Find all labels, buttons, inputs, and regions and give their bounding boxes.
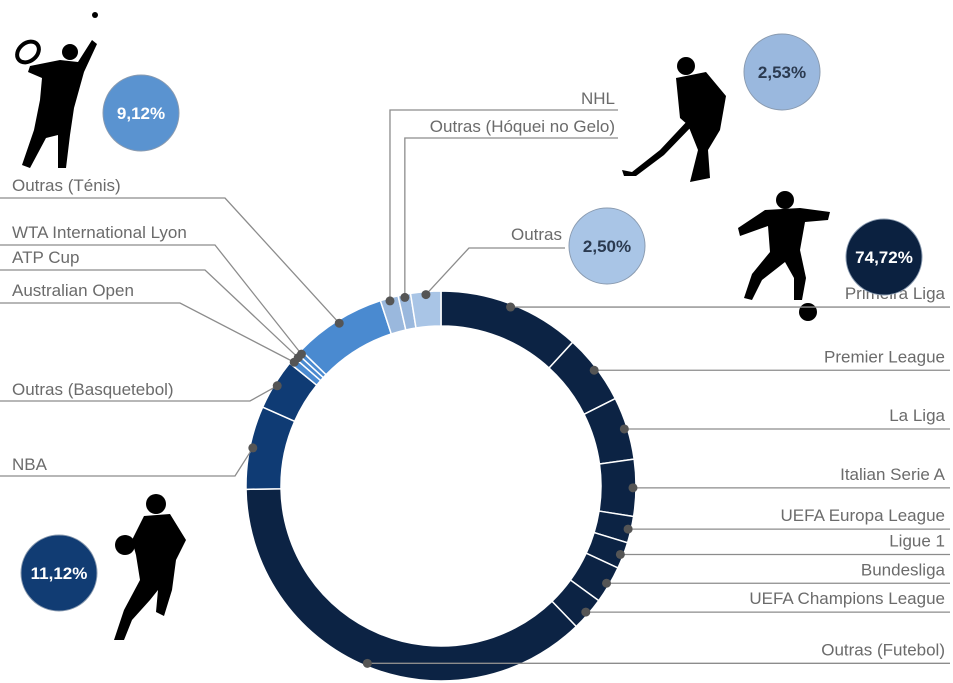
leader-dot bbox=[421, 290, 431, 300]
leader-dot bbox=[623, 524, 633, 534]
group-percent: 74,72% bbox=[855, 248, 913, 267]
football-player bbox=[738, 208, 830, 300]
slice-label: Outras (Ténis) bbox=[12, 176, 121, 195]
slice-label: Outras (Futebol) bbox=[821, 640, 945, 659]
head bbox=[62, 44, 78, 60]
group-percent: 11,12% bbox=[31, 564, 88, 583]
slice-label: Ligue 1 bbox=[889, 531, 945, 550]
leader-dot bbox=[581, 607, 591, 617]
group-percent: 2,50% bbox=[583, 237, 631, 256]
leader-line bbox=[425, 247, 565, 296]
leader-line bbox=[0, 197, 340, 324]
slice bbox=[245, 487, 578, 682]
group-badge bbox=[568, 207, 646, 285]
head bbox=[776, 191, 794, 209]
ball bbox=[799, 303, 817, 321]
leader-dot bbox=[400, 292, 410, 302]
slice-label: Australian Open bbox=[12, 281, 134, 300]
group-percent: 9,12% bbox=[117, 104, 165, 123]
slice-label: WTA International Lyon bbox=[12, 223, 187, 242]
leader-dot bbox=[619, 424, 629, 434]
leader-dot bbox=[248, 443, 258, 453]
slice-label: ATP Cup bbox=[12, 248, 79, 267]
leader-dot bbox=[272, 381, 282, 391]
slice-label: Outras (Hóquei no Gelo) bbox=[430, 117, 615, 136]
slice-label: La Liga bbox=[889, 406, 945, 425]
leader-line bbox=[404, 137, 618, 298]
tennis-player bbox=[22, 40, 97, 168]
slice-label: UEFA Europa League bbox=[781, 506, 945, 525]
silhouettes bbox=[15, 12, 830, 640]
leader-dot bbox=[362, 658, 372, 668]
leader-dot bbox=[615, 549, 625, 559]
leader-dot bbox=[602, 578, 612, 588]
slice-label: Outras bbox=[511, 225, 562, 244]
group-badge bbox=[102, 74, 180, 152]
slice-label: Outras (Basquetebol) bbox=[12, 380, 174, 399]
leader-line bbox=[0, 447, 254, 477]
stick bbox=[622, 118, 694, 176]
basketball-player bbox=[114, 514, 186, 640]
group-percent: 2,53% bbox=[758, 63, 806, 82]
head bbox=[677, 57, 695, 75]
head bbox=[146, 494, 166, 514]
leader-line bbox=[389, 109, 618, 301]
leader-dot bbox=[385, 296, 395, 306]
leader-dot bbox=[334, 318, 344, 328]
leader-line bbox=[0, 269, 299, 359]
group-badge bbox=[743, 33, 821, 111]
racket bbox=[15, 39, 41, 65]
leader-dot bbox=[628, 483, 638, 493]
slice-label: NBA bbox=[12, 455, 48, 474]
slice-label: Premier League bbox=[824, 347, 945, 366]
leader-dot bbox=[506, 302, 516, 312]
group-badge bbox=[845, 218, 923, 296]
slice-label: NHL bbox=[581, 89, 615, 108]
slice bbox=[409, 290, 442, 329]
leader-line bbox=[0, 302, 295, 363]
leader-line bbox=[0, 244, 302, 355]
slice bbox=[299, 299, 393, 376]
ball bbox=[92, 12, 98, 18]
slice-label: UEFA Champions League bbox=[749, 589, 945, 608]
leader-dot bbox=[589, 365, 599, 375]
slice-label: Bundesliga bbox=[861, 560, 946, 579]
hockey-player bbox=[676, 72, 726, 182]
slice bbox=[440, 290, 574, 370]
leader-dot bbox=[296, 349, 306, 359]
slice-label: Italian Serie A bbox=[840, 465, 946, 484]
ball bbox=[115, 535, 135, 555]
group-badge bbox=[20, 534, 98, 612]
leader-line bbox=[0, 385, 278, 402]
